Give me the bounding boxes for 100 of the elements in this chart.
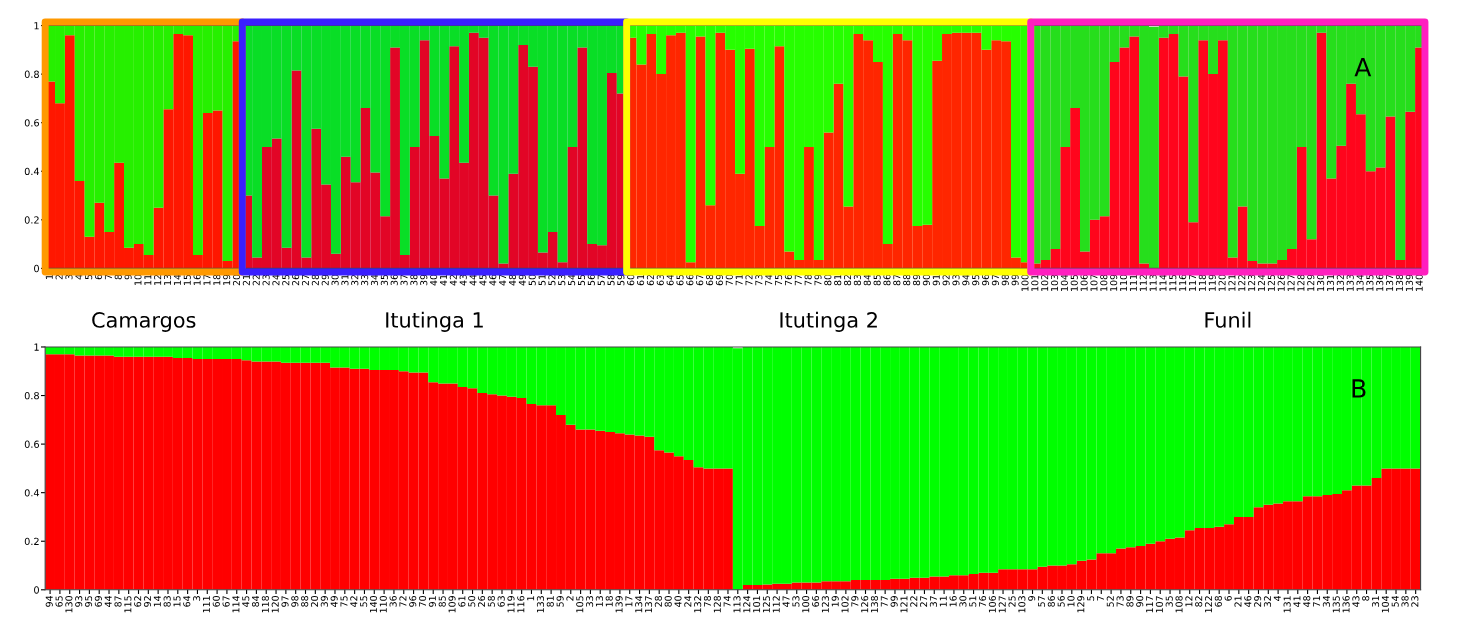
x-tick-label: 125: [1267, 274, 1275, 291]
x-tick-label: 32: [351, 274, 359, 286]
x-tick-label: 5: [1087, 596, 1095, 601]
x-tick-label: 105: [1070, 274, 1078, 291]
x-tick-label: 65: [676, 274, 684, 286]
x-tick-label: 16: [949, 595, 957, 607]
x-tick-label: 103: [1018, 596, 1026, 613]
x-tick-label: 57: [1038, 596, 1046, 607]
x-tick-label: 79: [814, 274, 822, 286]
x-tick-label: 68: [706, 274, 714, 286]
x-tick-label: 16: [193, 274, 201, 285]
x-tick-label: 58: [487, 596, 495, 607]
x-tick-label: 81: [546, 596, 554, 607]
x-tick-label: 115: [1169, 274, 1177, 291]
x-tick-label: 62: [134, 596, 142, 607]
x-tick-label: 47: [782, 596, 790, 607]
x-tick-label: 121: [900, 596, 908, 613]
x-tick-label: 102: [1041, 274, 1049, 291]
x-tick-label: 6: [94, 274, 103, 280]
x-tick-label: 63: [497, 596, 505, 607]
x-tick-label: 101: [753, 596, 761, 613]
x-tick-label: 116: [517, 595, 525, 613]
x-tick-label: 130: [1317, 274, 1325, 291]
x-tick-label: 36: [389, 595, 397, 607]
x-tick-label: 70: [725, 274, 733, 286]
x-tick-label: 99: [1011, 274, 1019, 286]
x-tick-label: 18: [605, 596, 613, 607]
x-tick-label: 39: [320, 596, 328, 607]
x-tick-label: 68: [1214, 596, 1222, 607]
x-tick-label: 35: [380, 274, 388, 286]
x-tick-label: 61: [458, 596, 466, 607]
x-tick-label: 64: [666, 274, 674, 286]
x-tick-label: 34: [370, 274, 379, 286]
x-tick-label: 98: [291, 596, 299, 607]
x-tick-label: 56: [1057, 595, 1065, 607]
x-tick-label: 135: [1366, 274, 1374, 291]
x-tick-label: 51: [538, 274, 546, 286]
x-tick-label: 81: [834, 274, 842, 286]
x-tick-label: 86: [883, 274, 891, 286]
x-tick-label: 80: [664, 595, 672, 607]
x-tick-label: 71: [735, 274, 743, 286]
x-tick-label: 95: [84, 596, 93, 607]
x-tick-label: 7: [104, 274, 112, 280]
x-tick-label: 43: [1352, 596, 1360, 607]
x-tick-label: 43: [459, 274, 467, 286]
x-tick-label: 74: [765, 274, 773, 286]
x-tick-label: 135: [1332, 596, 1340, 613]
x-tick-label: 67: [696, 274, 704, 286]
x-tick-label: 88: [301, 596, 309, 607]
x-tick-label: 41: [1293, 596, 1301, 607]
x-tick-label: 2: [566, 596, 574, 601]
x-tick-label: 111: [202, 596, 210, 613]
x-tick-label: 92: [143, 596, 152, 607]
x-tick-label: 85: [873, 274, 881, 286]
x-tick-label: 61: [637, 274, 645, 286]
x-tick-label: 38: [1401, 596, 1409, 607]
x-tick-label: 112: [1139, 274, 1147, 291]
x-tick-label: 120: [1218, 274, 1226, 291]
x-tick-label: 117: [1146, 596, 1154, 613]
x-tick-label: 131: [1326, 274, 1335, 291]
x-tick-label: 70: [419, 595, 427, 607]
x-tick-label: 107: [1090, 274, 1098, 291]
x-tick-label: 88: [903, 274, 911, 286]
x-tick-label: 5: [85, 274, 93, 280]
x-tick-label: 132: [694, 596, 702, 613]
x-tick-label: 138: [870, 596, 879, 613]
x-tick-label: 59: [617, 274, 625, 286]
x-tick-label: 129: [1307, 274, 1315, 291]
x-tick-label: 71: [1313, 596, 1321, 607]
x-tick-label: 34: [1322, 595, 1330, 607]
x-tick-label: 28: [654, 596, 662, 607]
x-tick-label: 50: [468, 595, 476, 607]
x-tick-label: 27: [301, 274, 309, 286]
x-tick-label: 4: [75, 274, 83, 280]
x-tick-label: 85: [438, 596, 446, 607]
x-tick-label: 91: [932, 274, 940, 286]
x-tick-label: 14: [173, 274, 181, 285]
x-tick-label: 93: [952, 274, 960, 286]
x-tick-label: 59: [556, 596, 564, 607]
x-tick-label: 117: [1189, 274, 1196, 291]
x-tick-label: 126: [1277, 274, 1285, 291]
x-tick-label: 69: [94, 596, 102, 607]
x-tick-label: 1: [45, 274, 53, 279]
x-tick-label: 54: [1391, 595, 1399, 607]
x-tick-label: 66: [686, 274, 694, 286]
x-tick-label: 122: [1204, 596, 1212, 613]
x-tick-label: 121: [1228, 274, 1236, 291]
x-tick-label: 95: [972, 274, 980, 286]
x-tick-label: 33: [361, 274, 369, 286]
x-tick-label: 78: [804, 274, 812, 286]
x-tick-label: 39: [420, 274, 428, 286]
x-tick-label: 30: [331, 274, 339, 286]
x-tick-label: 125: [762, 596, 770, 613]
x-tick-label: 45: [479, 274, 487, 286]
x-tick-label: 140: [1415, 274, 1423, 291]
x-tick-label: 96: [981, 274, 990, 286]
x-tick-label: 55: [360, 596, 368, 607]
x-tick-label: 50: [528, 274, 536, 286]
x-tick-label: 112: [772, 596, 780, 613]
x-tick-label: 92: [942, 274, 950, 286]
